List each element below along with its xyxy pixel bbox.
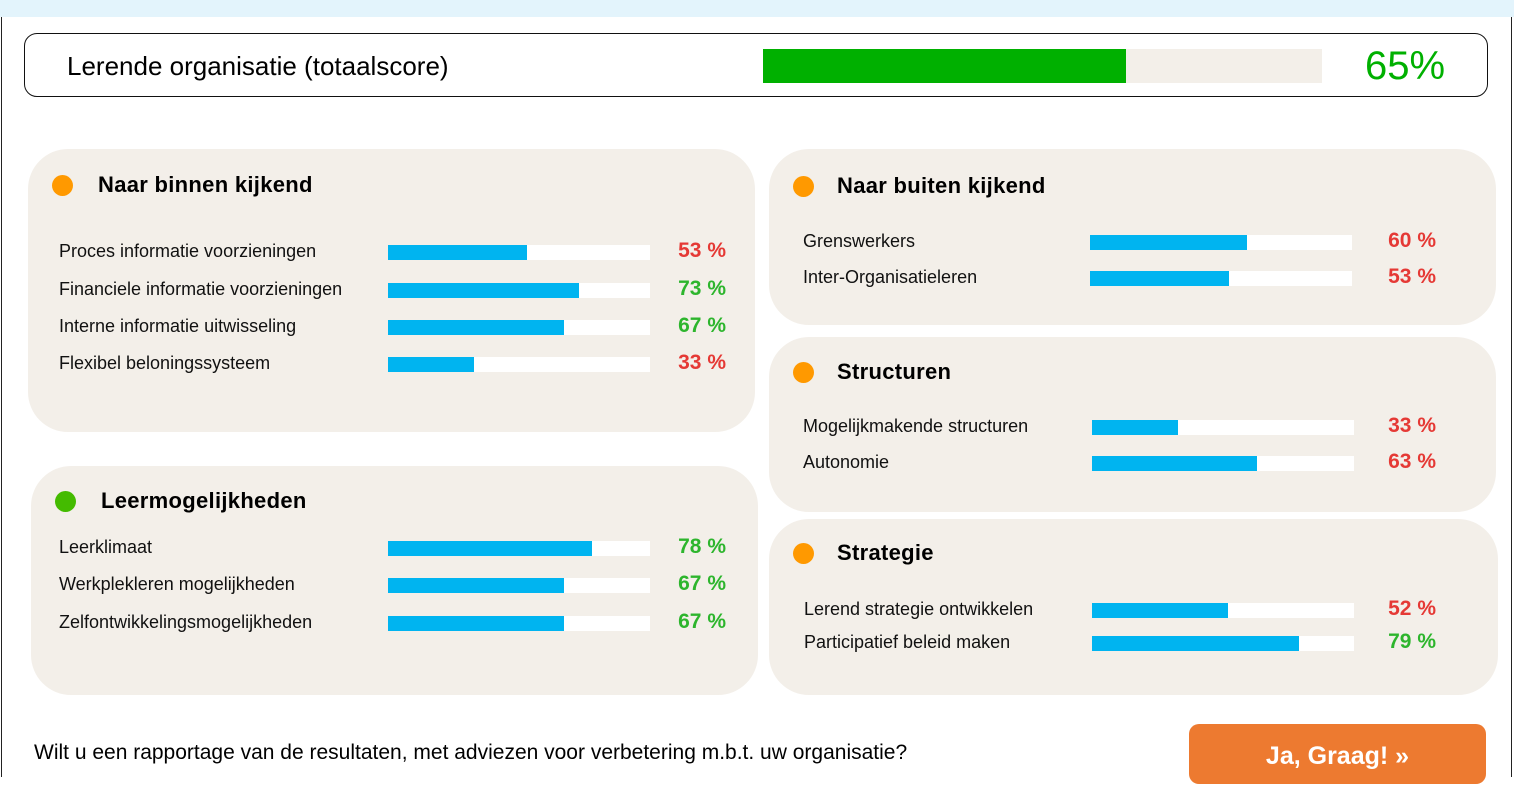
score-bar-fill (388, 578, 564, 593)
score-label: Autonomie (803, 452, 890, 472)
category-title: Naar buiten kijkend (837, 173, 1046, 198)
category-title: Leermogelijkheden (101, 488, 307, 513)
score-bar-fill (1090, 271, 1229, 286)
score-bar-fill (1092, 456, 1258, 471)
score-bar-fill (1092, 420, 1179, 435)
score-row: Interne informatie uitwisseling 67 % (28, 314, 755, 340)
category-title: Naar binnen kijkend (98, 172, 313, 197)
page-frame (1, 17, 1512, 777)
score-bar-fill (388, 245, 527, 260)
score-label: Zelfontwikkelingsmogelijkheden (59, 612, 313, 632)
score-percent: 33 % (1388, 414, 1436, 437)
score-label: Flexibel beloningssysteem (59, 353, 271, 373)
score-row: Participatief beleid maken 79 % (769, 630, 1498, 656)
score-bar (1092, 420, 1354, 435)
score-row: Zelfontwikkelingsmogelijkheden 67 % (31, 610, 758, 636)
status-dot-icon (52, 175, 73, 196)
score-row: Grenswerkers 60 % (769, 229, 1496, 255)
score-row: Proces informatie voorzieningen 53 % (28, 239, 755, 265)
category-card: Strategie Lerend strategie ontwikkelen 52 … (769, 519, 1498, 695)
score-bar (388, 616, 650, 631)
score-percent: 67 % (678, 314, 726, 337)
score-percent: 73 % (678, 277, 726, 300)
score-bar-fill (1092, 603, 1229, 618)
total-score-title: Lerende organisatie (totaalscore) (67, 51, 449, 81)
score-row: Autonomie 63 % (769, 450, 1496, 476)
score-bar-fill (388, 320, 564, 335)
score-bar (1092, 636, 1354, 651)
total-score-panel: Lerende organisatie (totaalscore) 65% (24, 33, 1488, 97)
status-dot-icon (793, 176, 814, 197)
report-question: Wilt u een rapportage van de resultaten,… (34, 741, 908, 764)
score-label: Lerend strategie ontwikkelen (804, 599, 1034, 619)
category-card: Naar buiten kijkend Grenswerkers 60 % Inter… (769, 149, 1496, 325)
score-label: Leerklimaat (59, 537, 153, 557)
score-row: Flexibel beloningssysteem 33 % (28, 351, 755, 377)
score-bar (388, 245, 650, 260)
score-bar-fill (388, 541, 593, 556)
category-card: Naar binnen kijkend Proces informatie voo… (28, 149, 755, 432)
score-row: Mogelijkmakende structuren 33 % (769, 414, 1496, 440)
category-title: Structuren (837, 359, 952, 384)
request-report-button[interactable]: Ja, Graag! » (1189, 724, 1486, 784)
score-bar (1090, 271, 1352, 286)
status-dot-icon (793, 362, 814, 383)
category-card: Structuren Mogelijkmakende structuren 33 %… (769, 337, 1496, 512)
score-percent: 78 % (678, 535, 726, 558)
score-bar-fill (1090, 235, 1248, 250)
score-bar-fill (1092, 636, 1299, 651)
score-label: Werkplekleren mogelijkheden (59, 574, 295, 594)
score-row: Inter-Organisatieleren 53 % (769, 265, 1496, 291)
status-dot-icon (55, 491, 76, 512)
score-percent: 63 % (1388, 450, 1436, 473)
score-row: Leerklimaat 78 % (31, 535, 758, 561)
score-bar (1092, 456, 1354, 471)
status-dot-icon (793, 543, 814, 564)
score-row: Lerend strategie ontwikkelen 52 % (769, 597, 1498, 623)
score-bar (1090, 235, 1352, 250)
score-label: Participatief beleid maken (804, 632, 1011, 652)
top-bar (0, 0, 1514, 17)
score-bar (388, 578, 650, 593)
category-card: Leermogelijkheden Leerklimaat 78 % Werkplek… (31, 466, 758, 695)
score-bar (388, 541, 650, 556)
score-label: Mogelijkmakende structuren (803, 416, 1029, 436)
score-label: Financiele informatie voorzieningen (59, 279, 343, 299)
score-label: Inter-Organisatieleren (803, 267, 978, 287)
score-label: Interne informatie uitwisseling (59, 316, 297, 336)
total-score-bar-fill (763, 49, 1127, 83)
score-label: Grenswerkers (803, 231, 916, 251)
score-percent: 33 % (678, 351, 726, 374)
score-percent: 67 % (678, 572, 726, 595)
total-score-value: 65% (1365, 44, 1446, 88)
score-bar-fill (388, 616, 564, 631)
score-bar-fill (388, 283, 580, 298)
score-bar (1092, 603, 1354, 618)
score-bar-fill (388, 357, 475, 372)
category-title: Strategie (837, 540, 934, 565)
score-percent: 79 % (1388, 630, 1436, 653)
score-bar (388, 320, 650, 335)
score-label: Proces informatie voorzieningen (59, 241, 317, 261)
score-row: Financiele informatie voorzieningen 73 % (28, 277, 755, 303)
score-row: Werkplekleren mogelijkheden 67 % (31, 572, 758, 598)
score-bar (388, 357, 650, 372)
score-percent: 52 % (1388, 597, 1436, 620)
score-percent: 53 % (678, 239, 726, 262)
score-bar (388, 283, 650, 298)
score-percent: 60 % (1388, 229, 1436, 252)
score-percent: 53 % (1388, 265, 1436, 288)
score-percent: 67 % (678, 610, 726, 633)
total-score-bar (763, 49, 1322, 83)
